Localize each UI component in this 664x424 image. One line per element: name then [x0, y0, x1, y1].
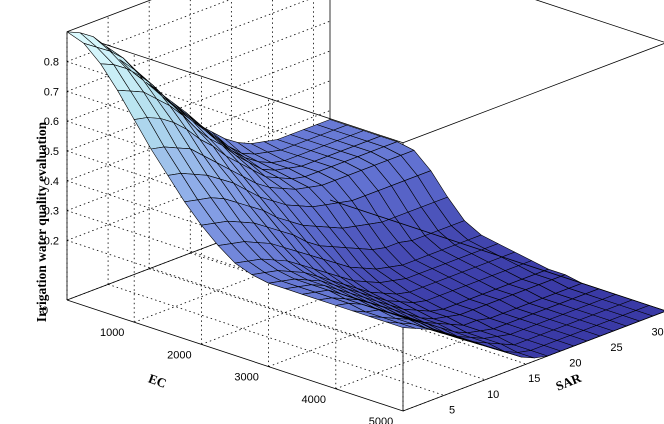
tick-label: 25	[610, 342, 622, 354]
tick-label: 0.5	[44, 146, 59, 158]
gridline	[66, 20, 331, 122]
gridline	[149, 268, 486, 381]
tick-label: 10	[487, 389, 499, 401]
tick-label: 0.4	[44, 176, 59, 188]
tick-label: 2000	[167, 349, 191, 361]
gridline	[66, 210, 404, 322]
tick-label: 4000	[302, 394, 326, 406]
axis-edge	[535, 0, 664, 43]
tick-label: 5000	[369, 416, 393, 424]
axis-edge	[329, 199, 664, 311]
y-axis-label: SAR	[553, 370, 583, 394]
tick-label: 20	[569, 358, 581, 370]
gridline	[66, 50, 331, 152]
tick-label: 3000	[234, 372, 258, 384]
gridline	[66, 0, 231, 62]
tick-label: 0	[42, 305, 48, 317]
tick-label: 15	[528, 373, 540, 385]
z-axis-label: Irrigation water quality evaluation	[34, 121, 49, 322]
gridline	[66, 240, 404, 352]
axis-edge	[66, 31, 404, 144]
axis-edge	[402, 311, 664, 412]
tick-label: 1000	[100, 327, 124, 339]
gridline	[107, 283, 445, 396]
tick-label: 0.8	[44, 57, 59, 69]
axis-edge	[66, 299, 404, 412]
x-axis-label: EC	[146, 371, 168, 391]
tick-labels: 0.2 0.3 0.4 0.5 0.6 0.7 0.8 0 1000 2000 3000 4000 50…	[42, 57, 664, 424]
gridline	[66, 0, 309, 92]
tick-label: 0.6	[44, 116, 59, 128]
axes-box-front	[329, 0, 664, 412]
tick-label: 0.7	[44, 86, 59, 98]
axis-edge	[402, 43, 664, 144]
tick-label: 5	[449, 404, 455, 416]
tick-label: 0.3	[44, 206, 59, 218]
tick-label: 0.2	[44, 235, 59, 247]
axis-edge	[66, 0, 152, 33]
tick-label: 30	[651, 326, 663, 338]
surface-mesh	[66, 31, 664, 359]
